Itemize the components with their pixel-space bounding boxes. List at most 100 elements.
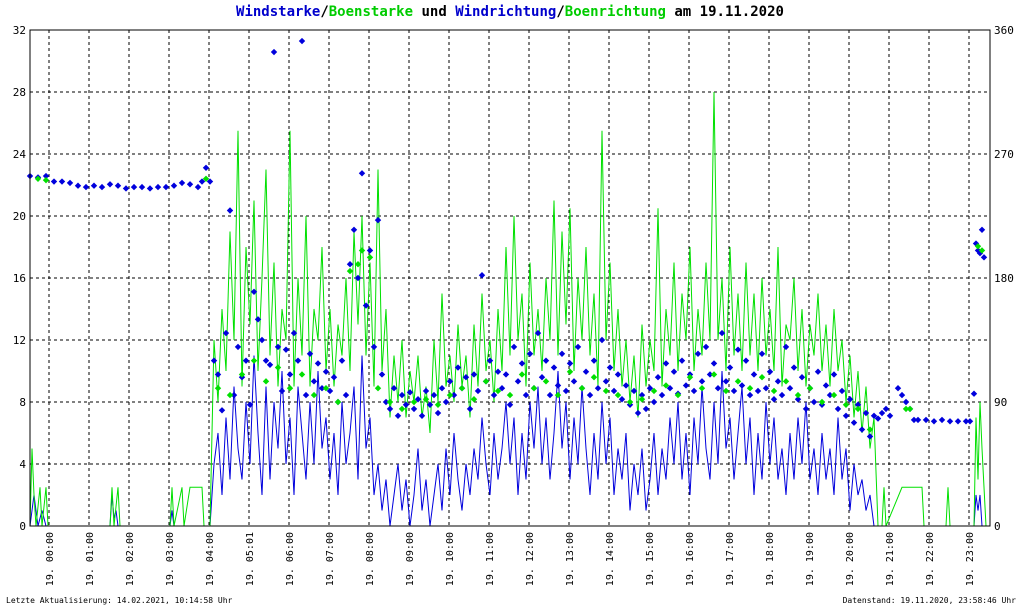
point-windrichtung [830, 371, 838, 378]
point-boenrichtung [974, 243, 982, 250]
point-windrichtung [742, 357, 750, 364]
point-windrichtung [862, 409, 870, 417]
point-windrichtung [654, 374, 662, 381]
point-boenrichtung [746, 385, 754, 392]
title-part: am 19.11.2020 [665, 4, 784, 20]
point-boenrichtung [674, 391, 682, 399]
point-windrichtung [210, 357, 218, 364]
point-windrichtung [306, 350, 314, 357]
point-windrichtung [138, 183, 146, 191]
point-boenrichtung [358, 247, 366, 254]
point-boenrichtung [770, 387, 778, 395]
point-boenrichtung [542, 378, 550, 385]
point-windrichtung [946, 418, 954, 425]
point-windrichtung [486, 357, 494, 364]
point-boenrichtung [34, 175, 42, 182]
point-windrichtung [782, 343, 790, 351]
point-boenrichtung [422, 396, 430, 403]
point-windrichtung [178, 179, 186, 187]
last-update-text: Letzte Aktualisierung: 14.02.2021, 10:14… [6, 596, 233, 605]
point-windrichtung [466, 405, 474, 413]
point-boenrichtung [286, 385, 294, 392]
point-windrichtung [518, 360, 526, 367]
y-left-tick-label: 32 [13, 24, 26, 37]
point-windrichtung [846, 396, 854, 403]
point-boenrichtung [602, 387, 610, 395]
point-windrichtung [702, 343, 710, 351]
point-windrichtung [966, 418, 974, 425]
point-windrichtung [658, 391, 666, 399]
point-windrichtung [758, 350, 766, 357]
point-boenrichtung [614, 391, 622, 399]
point-windrichtung [558, 350, 566, 357]
point-windrichtung [202, 164, 210, 171]
y-left-tick-label: 20 [13, 210, 26, 223]
axes: 0 4 8 12 16 20 24 28 32 0 90 180 270 360 19. 00:00 19. … [13, 24, 1014, 586]
point-boenrichtung [566, 368, 574, 375]
point-windrichtung [370, 343, 378, 351]
point-windrichtung [646, 385, 654, 392]
chart-title: Windstarke/Boenstarke und Windrichtung/B… [0, 4, 1020, 20]
point-windrichtung [738, 382, 746, 389]
point-windrichtung [442, 398, 450, 406]
point-windrichtung [314, 360, 322, 367]
point-windrichtung [550, 364, 558, 371]
y-right-tick-label: 270 [994, 148, 1014, 161]
point-boenrichtung [638, 396, 646, 403]
point-windrichtung [106, 181, 114, 188]
point-windrichtung [338, 357, 346, 364]
x-tick-label: 19. 17:00 [725, 532, 736, 586]
point-windrichtung [346, 261, 354, 268]
point-boenrichtung [410, 398, 418, 406]
point-boenrichtung [734, 378, 742, 385]
point-windrichtung [582, 368, 590, 375]
point-windrichtung [298, 37, 306, 45]
x-tick-label: 19. 18:00 [765, 532, 776, 586]
point-boenrichtung [42, 176, 50, 184]
point-windrichtung [262, 357, 270, 364]
point-windrichtung [390, 385, 398, 392]
point-windrichtung [794, 396, 802, 403]
point-windrichtung [246, 401, 254, 408]
point-boenrichtung [346, 267, 354, 275]
point-boenrichtung [354, 261, 362, 268]
point-windrichtung [354, 274, 362, 282]
point-windrichtung [774, 378, 782, 385]
point-windrichtung [858, 426, 866, 433]
point-windrichtung [270, 48, 278, 56]
point-windrichtung [494, 368, 502, 375]
point-windrichtung [362, 302, 370, 309]
x-tick-label: 19. 00:00 [45, 532, 56, 586]
x-tick-label: 19. 08:00 [365, 532, 376, 586]
point-windrichtung [566, 360, 574, 367]
point-windrichtung [586, 391, 594, 399]
point-windrichtung [850, 419, 858, 426]
point-windrichtung [598, 336, 606, 344]
x-tick-label: 19. 06:00 [285, 532, 296, 586]
point-windrichtung [130, 183, 138, 191]
point-boenrichtung [806, 385, 814, 392]
point-boenrichtung [226, 391, 234, 399]
point-windrichtung [562, 387, 570, 395]
point-windrichtung [214, 371, 222, 378]
point-windrichtung [690, 387, 698, 395]
x-tick-label: 19. 16:00 [685, 532, 696, 586]
series-line-boenstarke [29, 448, 49, 527]
point-boenrichtung [554, 391, 562, 399]
point-windrichtung [218, 407, 226, 414]
point-windrichtung [662, 360, 670, 367]
x-tick-label: 19. 05:01 [245, 532, 256, 586]
x-tick-label: 19. 03:00 [165, 532, 176, 586]
title-part: Boenrichtung [564, 4, 666, 20]
point-boenrichtung [386, 398, 394, 406]
y-right-tick-label: 90 [994, 396, 1007, 409]
point-windrichtung [866, 433, 874, 440]
x-tick-label: 19. 11:00 [485, 532, 496, 586]
point-windrichtung [694, 350, 702, 357]
x-tick-label: 19. 10:00 [445, 532, 456, 586]
point-windrichtung [242, 357, 250, 364]
point-windrichtung [274, 343, 282, 351]
point-boenrichtung [626, 398, 634, 406]
series-line-boenstarke [973, 401, 987, 527]
